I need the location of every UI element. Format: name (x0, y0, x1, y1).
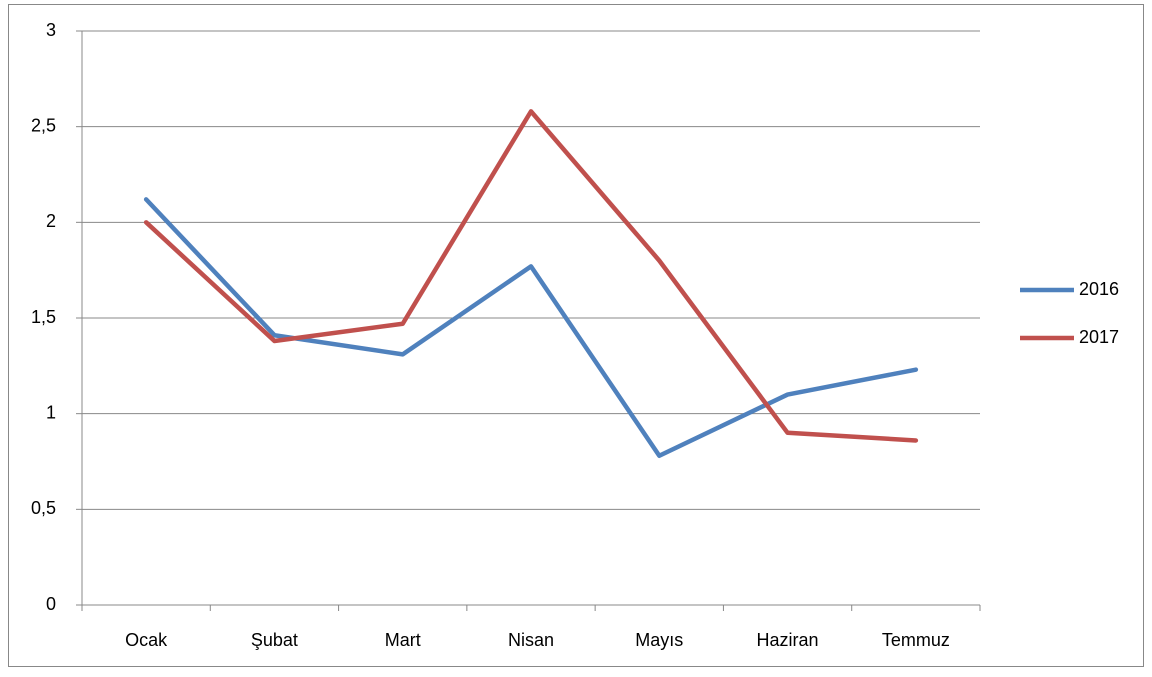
y-tick-label: 2 (46, 211, 56, 231)
y-tick-label: 2,5 (31, 115, 56, 135)
y-tick-label: 1,5 (31, 307, 56, 327)
y-tick-label: 0,5 (31, 498, 56, 518)
x-tick-label: Temmuz (882, 630, 950, 650)
x-tick-label: Haziran (757, 630, 819, 650)
x-tick-label: Mart (385, 630, 421, 650)
legend-label: 2017 (1079, 327, 1119, 347)
x-tick-label: Şubat (251, 630, 298, 650)
y-tick-label: 0 (46, 594, 56, 614)
y-tick-label: 1 (46, 402, 56, 422)
x-tick-label: Mayıs (635, 630, 683, 650)
x-tick-label: Ocak (125, 630, 168, 650)
x-tick-label: Nisan (508, 630, 554, 650)
series-line (143, 197, 919, 459)
series-line (143, 109, 919, 443)
y-tick-label: 3 (46, 20, 56, 40)
legend-label: 2016 (1079, 279, 1119, 299)
